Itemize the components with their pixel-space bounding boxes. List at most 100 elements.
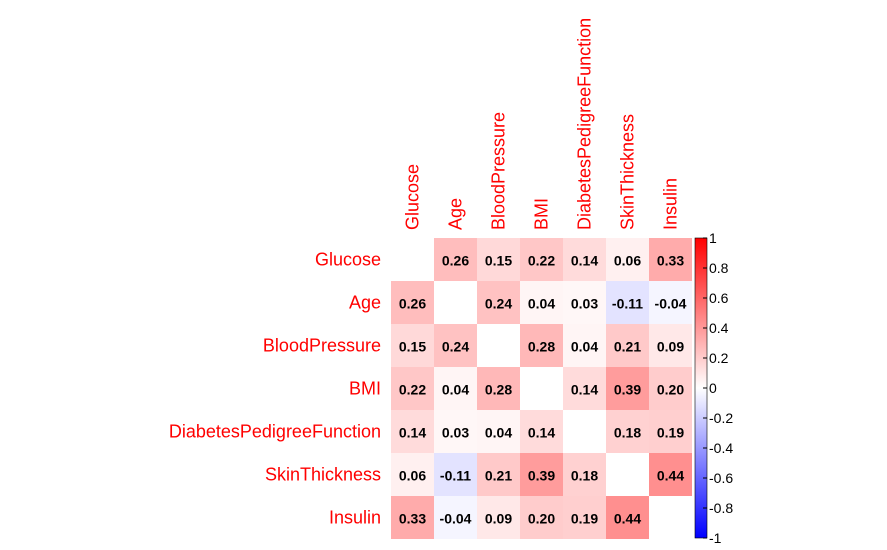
heatmap-cell (520, 496, 563, 539)
heatmap-cell (391, 281, 434, 324)
cell-value-label: 0.33 (657, 253, 684, 269)
heatmap-cell (520, 238, 563, 281)
cell-value-label: 0.22 (528, 253, 555, 269)
cell-value-label: 0.14 (571, 382, 598, 398)
heatmap-cell (649, 324, 692, 367)
colorbar-tick-label: -0.2 (709, 410, 733, 426)
heatmap-cell (606, 281, 649, 324)
heatmap-cell (649, 410, 692, 453)
heatmap-cell (391, 324, 434, 367)
colorbar-tick-label: 0.6 (709, 290, 729, 306)
column-label: Insulin (661, 178, 681, 230)
cell-value-label: 0.04 (485, 425, 512, 441)
cell-value-label: 0.09 (657, 339, 684, 355)
heatmap-cell (477, 496, 520, 539)
heatmap-cell (477, 453, 520, 496)
heatmap-cell (520, 453, 563, 496)
cell-value-label: 0.22 (399, 382, 426, 398)
cell-value-label: 0.44 (614, 511, 641, 527)
heatmap-cell (606, 324, 649, 367)
row-label: SkinThickness (265, 465, 381, 485)
cell-value-label: 0.26 (399, 296, 426, 312)
cell-value-label: 0.04 (571, 339, 598, 355)
cell-value-label: -0.04 (655, 296, 687, 312)
cell-value-label: -0.11 (440, 468, 471, 484)
row-label: BloodPressure (263, 336, 381, 356)
heatmap-cell (520, 281, 563, 324)
cell-value-label: 0.44 (657, 468, 684, 484)
heatmap-cell (563, 324, 606, 367)
cell-value-label: 0.14 (399, 425, 426, 441)
heatmap-cell (477, 410, 520, 453)
colorbar-tick-label: 0.8 (709, 260, 729, 276)
heatmap-cell (563, 496, 606, 539)
cell-value-label: 0.06 (399, 468, 426, 484)
heatmap-cell (477, 367, 520, 410)
cell-value-label: 0.04 (442, 382, 469, 398)
cell-value-label: 0.39 (614, 382, 641, 398)
heatmap-cell (391, 410, 434, 453)
colorbar-tick-label: 0 (709, 380, 717, 396)
column-label: DiabetesPedigreeFunction (575, 18, 595, 230)
heatmap-cell (649, 238, 692, 281)
cell-value-label: -0.11 (612, 296, 643, 312)
heatmap-cell (391, 367, 434, 410)
colorbar-tick-label: -0.4 (709, 440, 733, 456)
cell-value-label: 0.24 (442, 339, 469, 355)
colorbar-tick-label: 1 (709, 230, 717, 246)
cell-value-label: 0.28 (485, 382, 512, 398)
cell-value-label: 0.33 (399, 511, 426, 527)
row-label: BMI (349, 379, 381, 399)
cell-value-label: 0.21 (485, 468, 512, 484)
heatmap-cell (563, 281, 606, 324)
heatmap-cell (477, 238, 520, 281)
cell-value-label: 0.14 (528, 425, 555, 441)
cell-value-label: 0.15 (399, 339, 426, 355)
heatmap-cell (434, 410, 477, 453)
heatmap-cell (563, 453, 606, 496)
cell-value-label: 0.04 (528, 296, 555, 312)
cell-value-label: 0.06 (614, 253, 641, 269)
colorbar-tick-label: -1 (709, 530, 722, 546)
cell-value-label: 0.09 (485, 511, 512, 527)
heatmap-cell (434, 238, 477, 281)
cell-value-label: 0.24 (485, 296, 512, 312)
heatmap-cell (434, 496, 477, 539)
row-label: Insulin (329, 508, 381, 528)
heatmap-cell (563, 238, 606, 281)
cell-value-label: 0.18 (571, 468, 598, 484)
cell-value-label: 0.19 (657, 425, 684, 441)
heatmap-cell (606, 238, 649, 281)
cell-value-label: 0.15 (485, 253, 512, 269)
heatmap-cell (391, 453, 434, 496)
row-label: Glucose (315, 250, 381, 270)
column-label: Glucose (403, 164, 423, 230)
colorbar-tick-label: 0.2 (709, 350, 729, 366)
heatmap-cell (391, 496, 434, 539)
row-label: Age (349, 293, 381, 313)
cell-value-label: 0.26 (442, 253, 469, 269)
cell-value-label: 0.20 (528, 511, 555, 527)
column-label: SkinThickness (618, 114, 638, 230)
cell-value-label: -0.04 (440, 511, 472, 527)
heatmap-cell (649, 367, 692, 410)
cell-value-label: 0.39 (528, 468, 555, 484)
cell-value-label: 0.19 (571, 511, 598, 527)
heatmap-cell (606, 496, 649, 539)
row-label: DiabetesPedigreeFunction (169, 422, 381, 442)
column-label: BMI (532, 198, 552, 230)
cell-value-label: 0.28 (528, 339, 555, 355)
cell-value-label: 0.03 (442, 425, 469, 441)
cell-value-label: 0.18 (614, 425, 641, 441)
heatmap-cell (434, 367, 477, 410)
cell-value-label: 0.20 (657, 382, 684, 398)
cell-value-label: 0.21 (614, 339, 641, 355)
heatmap-cell (563, 367, 606, 410)
heatmap-cell (477, 281, 520, 324)
column-label: BloodPressure (489, 112, 509, 230)
heatmap-cell (434, 324, 477, 367)
heatmap-cell (520, 324, 563, 367)
heatmap-cell (649, 453, 692, 496)
colorbar-tick-label: -0.6 (709, 470, 733, 486)
colorbar-tick-label: -0.8 (709, 500, 733, 516)
